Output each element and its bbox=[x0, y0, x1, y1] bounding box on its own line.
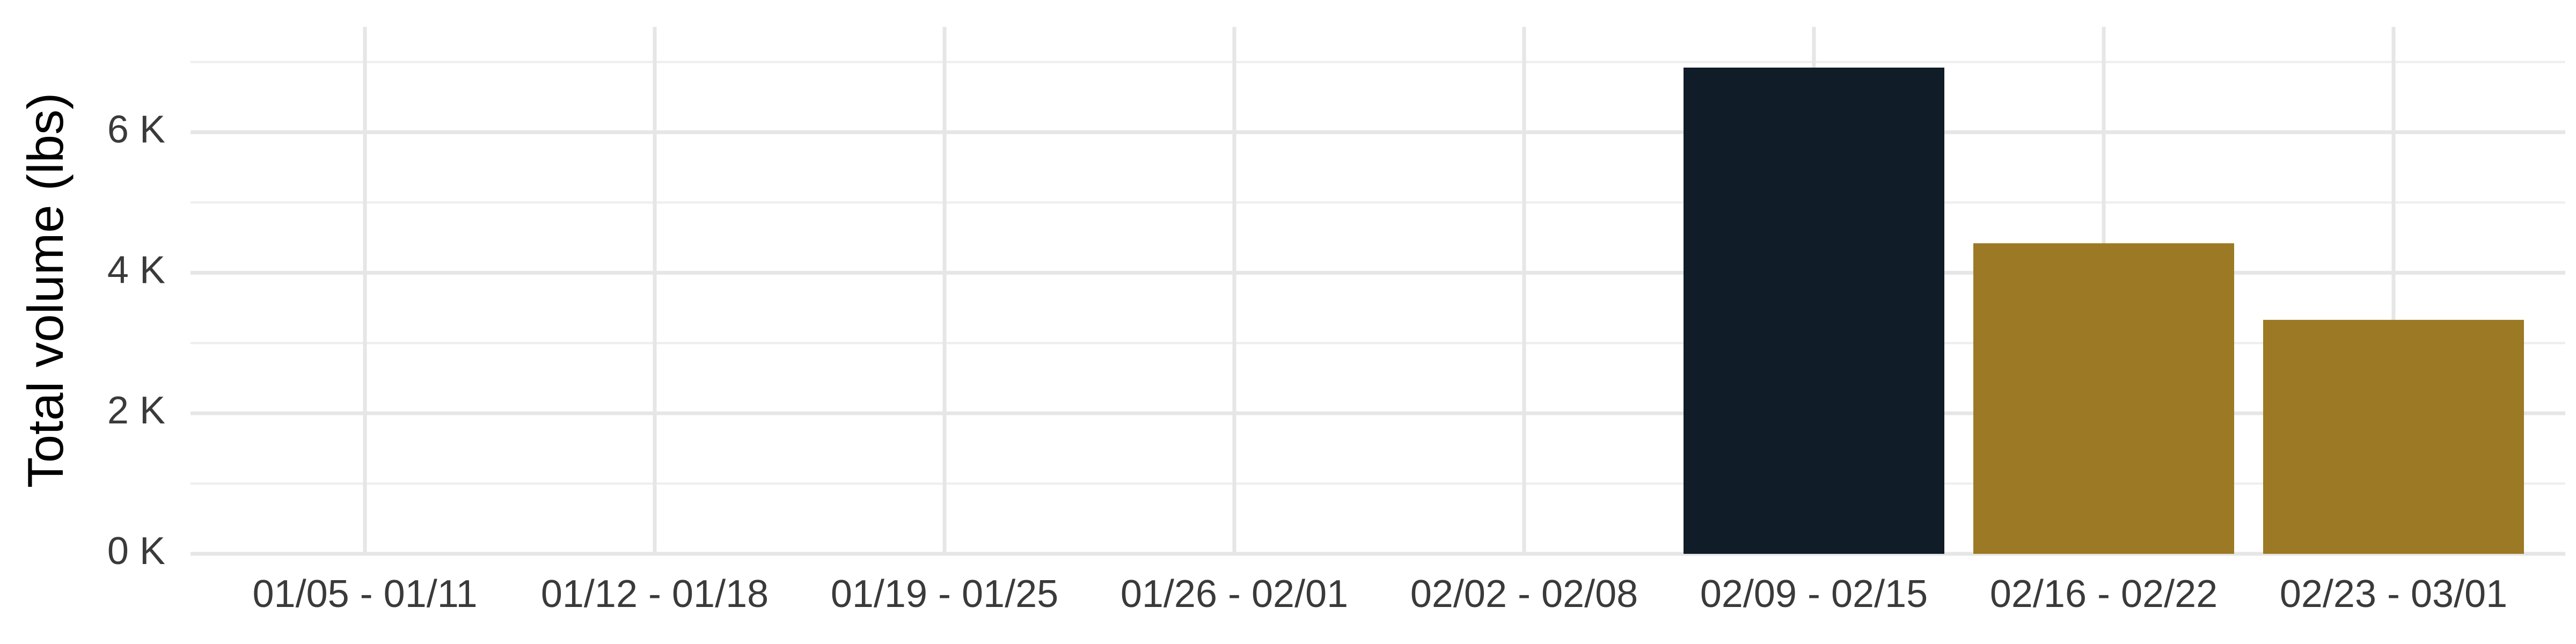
x-tick-label: 01/12 - 01/18 bbox=[541, 573, 769, 616]
x-axis-tick-labels: 01/05 - 01/11 01/12 - 01/18 01/19 - 01/25 0… bbox=[253, 573, 2508, 616]
bar-02-09-02-15 bbox=[1684, 67, 1944, 554]
bar-02-23-03-01 bbox=[2263, 319, 2524, 554]
x-tick-label: 02/16 - 02/22 bbox=[1990, 573, 2218, 616]
y-tick-label: 2 K bbox=[107, 389, 165, 432]
y-tick-label: 0 K bbox=[107, 530, 165, 573]
x-tick-label: 02/02 - 02/08 bbox=[1410, 573, 1638, 616]
y-axis-tick-labels: 0 K 2 K 4 K 6 K bbox=[107, 108, 165, 573]
x-tick-label: 02/23 - 03/01 bbox=[2280, 573, 2507, 616]
y-tick-label: 6 K bbox=[107, 108, 165, 151]
x-tick-label: 01/19 - 01/25 bbox=[831, 573, 1058, 616]
x-tick-label: 01/05 - 01/11 bbox=[253, 573, 478, 616]
x-tick-label: 02/09 - 02/15 bbox=[1700, 573, 1928, 616]
bar-layer bbox=[1684, 67, 2524, 554]
y-axis-title: Total volume (lbs) bbox=[17, 93, 74, 488]
bar-02-16-02-22 bbox=[1973, 243, 2234, 554]
x-tick-label: 01/26 - 02/01 bbox=[1121, 573, 1348, 616]
y-tick-label: 4 K bbox=[107, 248, 165, 291]
